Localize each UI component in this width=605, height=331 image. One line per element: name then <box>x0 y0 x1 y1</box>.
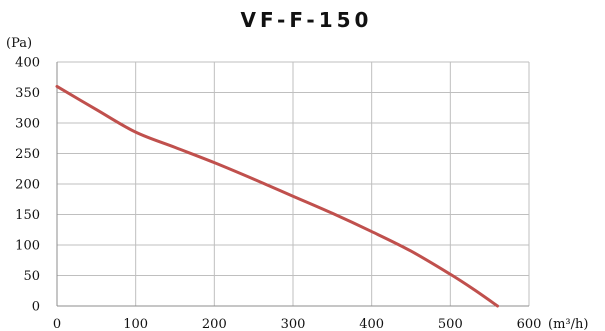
y-tick-label-0: 0 <box>32 300 40 315</box>
y-tick-label-300: 300 <box>15 117 40 132</box>
y-tick-label-250: 250 <box>15 147 40 162</box>
x-tick-label-100: 100 <box>123 317 148 331</box>
y-tick-label-50: 50 <box>23 269 40 284</box>
axes <box>56 62 529 307</box>
y-tick-label-400: 400 <box>15 56 40 71</box>
x-tick-label-600: 600 <box>517 317 542 331</box>
series-line-0 <box>55 84 500 308</box>
y-axis-label: (Pa) <box>6 36 32 51</box>
y-tick-label-100: 100 <box>15 239 40 254</box>
y-tick-label-350: 350 <box>15 86 40 101</box>
x-axis-label: (m³/h) <box>548 317 588 331</box>
y-tick-label-150: 150 <box>15 208 40 223</box>
grid-lines <box>56 61 530 307</box>
series-group <box>55 84 500 308</box>
x-tick-label-400: 400 <box>359 317 384 331</box>
x-tick-label-500: 500 <box>438 317 463 331</box>
chart-title: VF-F-150 <box>240 8 373 32</box>
x-tick-label-300: 300 <box>281 317 306 331</box>
y-tick-label-200: 200 <box>15 178 40 193</box>
x-tick-labels: 0 100 200 300 400 500 600 <box>53 317 542 331</box>
x-tick-label-0: 0 <box>53 317 61 331</box>
x-tick-label-200: 200 <box>202 317 227 331</box>
y-tick-labels: 0 50 100 150 200 250 300 350 400 <box>15 56 40 315</box>
